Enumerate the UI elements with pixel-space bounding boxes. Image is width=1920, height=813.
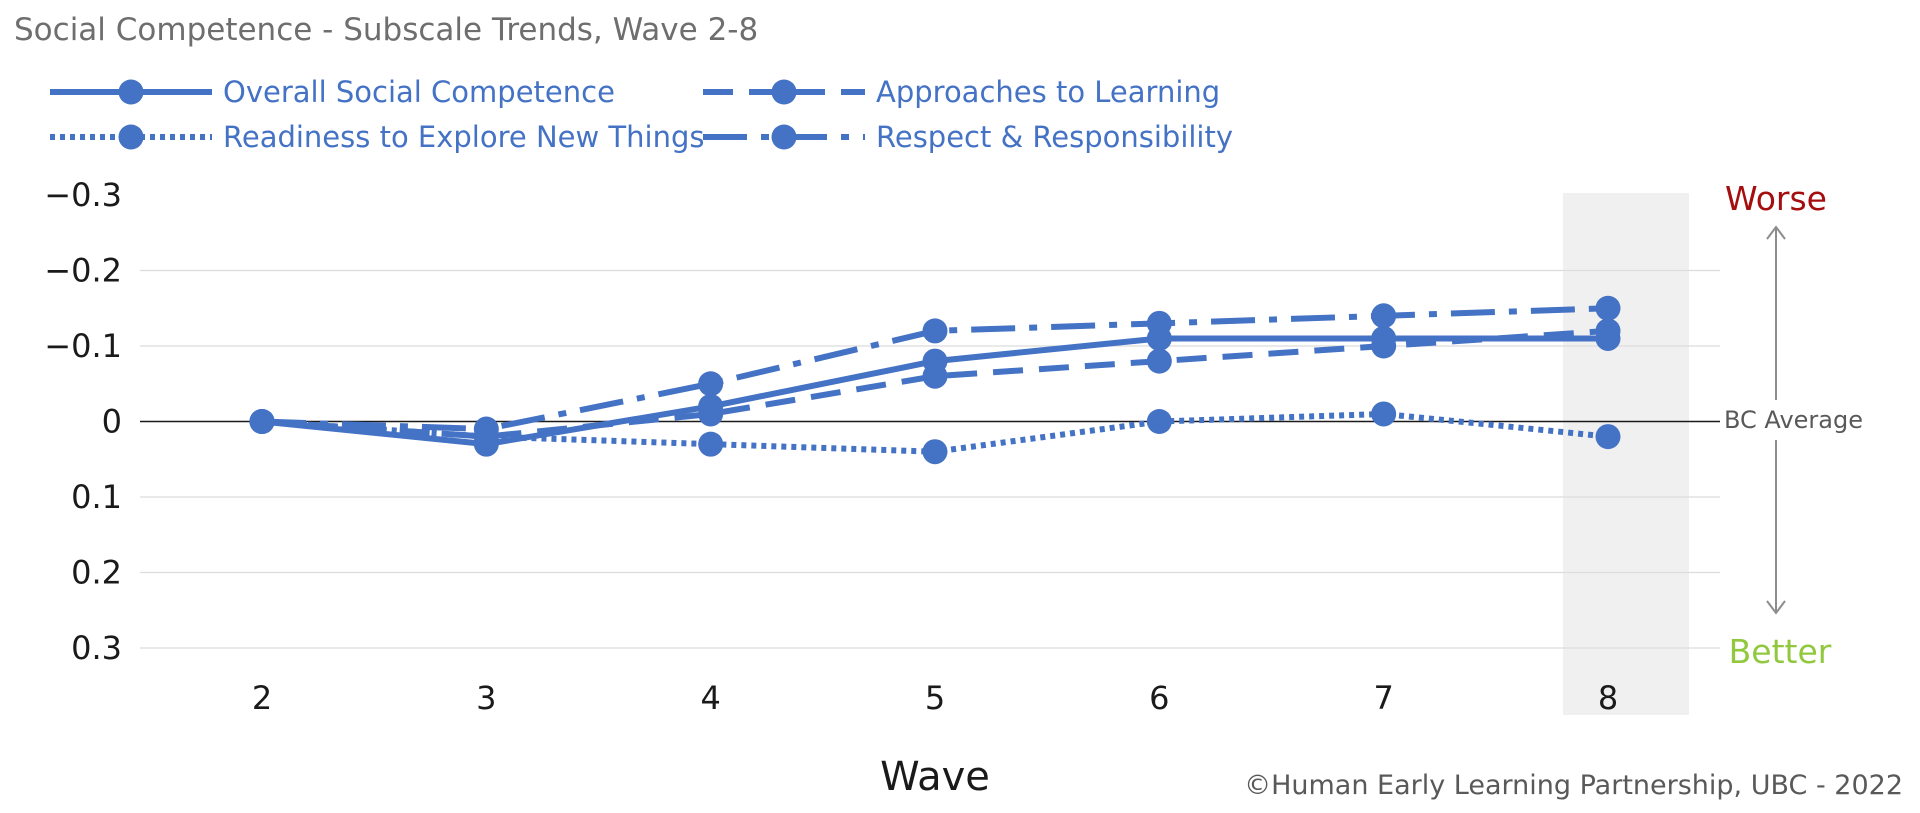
- data-point: [698, 393, 724, 419]
- x-tick-label: 6: [1149, 679, 1169, 717]
- legend-marker: [771, 79, 797, 105]
- y-tick-label: −0.2: [44, 252, 122, 290]
- data-point: [698, 431, 724, 457]
- data-point: [1595, 295, 1621, 321]
- worse-label: Worse: [1725, 179, 1827, 218]
- data-point: [249, 409, 275, 434]
- y-tick-label: 0.3: [71, 629, 122, 667]
- highlight-wave-8-band: [1563, 193, 1689, 715]
- data-point: [1595, 325, 1621, 351]
- data-point: [1146, 409, 1172, 434]
- x-tick-label: 5: [925, 679, 945, 717]
- data-point: [473, 416, 499, 442]
- x-tick-label: 3: [476, 679, 496, 717]
- y-tick-label: 0.1: [71, 478, 122, 516]
- data-point: [1371, 401, 1397, 427]
- legend-item: Readiness to Explore New Things: [50, 120, 704, 154]
- x-tick-label: 7: [1373, 679, 1393, 717]
- x-tick-label: 4: [700, 679, 720, 717]
- x-axis-label: Wave: [880, 754, 990, 800]
- series-readiness-to-explore-new-things: [249, 401, 1621, 465]
- data-point: [922, 318, 948, 344]
- series-group: [249, 295, 1621, 465]
- x-axis-ticks: 2 3 4 5 6 7 8: [252, 679, 1618, 717]
- data-point: [1146, 348, 1172, 374]
- y-tick-label: −0.1: [44, 327, 122, 365]
- x-tick-label: 8: [1598, 679, 1618, 717]
- chart-title: Social Competence - Subscale Trends, Wav…: [14, 12, 758, 48]
- data-point: [1371, 325, 1397, 351]
- data-point: [1595, 424, 1621, 450]
- y-tick-label: −0.3: [44, 176, 122, 214]
- data-point: [698, 371, 724, 397]
- legend-label: Approaches to Learning: [876, 75, 1220, 109]
- data-point: [922, 439, 948, 465]
- data-point: [922, 348, 948, 374]
- legend-label: Readiness to Explore New Things: [223, 120, 704, 154]
- copyright-credit: ©Human Early Learning Partnership, UBC -…: [1244, 770, 1903, 801]
- bc-average-label: BC Average: [1724, 406, 1863, 434]
- data-point: [1146, 310, 1172, 336]
- series-respect-responsibility: [249, 295, 1621, 442]
- y-axis-ticks: −0.3 −0.2 −0.1 0 0.1 0.2 0.3: [44, 176, 122, 667]
- grid: [140, 269, 1720, 649]
- legend-label: Overall Social Competence: [223, 75, 615, 109]
- y-tick-label: 0: [102, 403, 122, 441]
- legend-item: Overall Social Competence: [50, 75, 615, 109]
- legend-item: Respect & Responsibility: [703, 120, 1233, 154]
- legend-marker: [118, 79, 144, 105]
- legend-marker: [118, 124, 144, 150]
- data-point: [1371, 303, 1397, 329]
- legend-marker: [771, 124, 797, 150]
- legend-item: Approaches to Learning: [703, 75, 1220, 109]
- y-tick-label: 0.2: [71, 554, 122, 592]
- chart-legend: Overall Social Competence Approaches to L…: [50, 75, 1233, 154]
- up-arrow-icon: [1766, 225, 1786, 400]
- better-label: Better: [1729, 632, 1832, 671]
- legend-label: Respect & Responsibility: [876, 120, 1233, 154]
- x-tick-label: 2: [252, 679, 272, 717]
- down-arrow-icon: [1766, 440, 1786, 615]
